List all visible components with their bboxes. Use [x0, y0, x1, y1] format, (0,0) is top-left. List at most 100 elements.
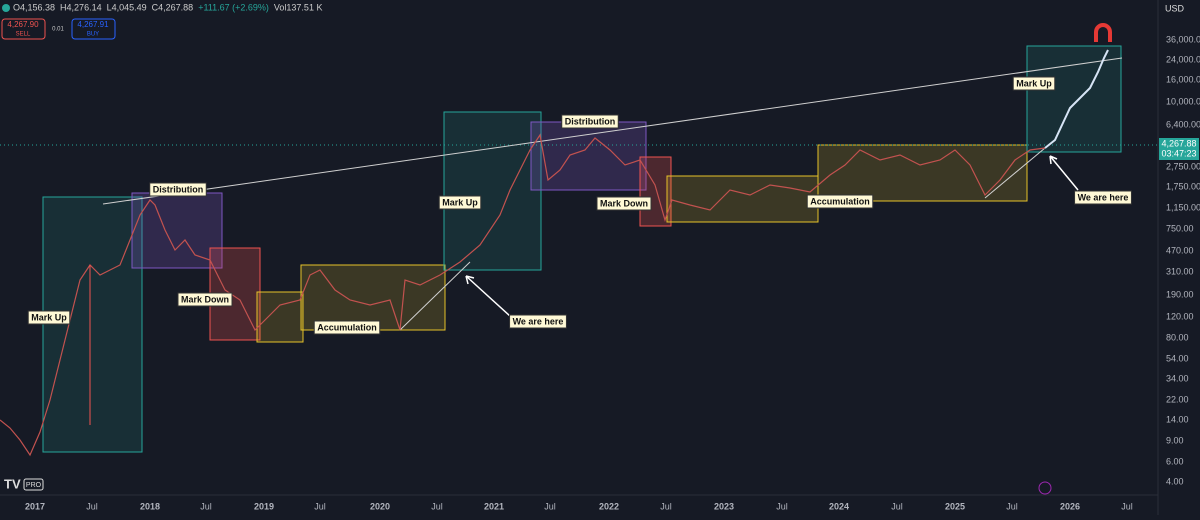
annotation-box [27, 310, 71, 325]
time-label: Jul [431, 501, 443, 511]
buy-price[interactable]: 4,267.91 [77, 20, 109, 29]
phase-box [131, 192, 223, 269]
annotation-box [313, 320, 381, 335]
phase-box [1026, 45, 1122, 153]
time-label: Jul [200, 501, 212, 511]
ohlc-close: C4,267.88 [152, 2, 194, 12]
magnet-icon [1094, 23, 1112, 42]
annotation: Distribution [149, 182, 207, 197]
price-label: 4.00 [1166, 476, 1184, 486]
time-label: 2017 [25, 501, 45, 511]
annotation-label: Mark Up [31, 312, 67, 322]
annotation-label: Mark Up [1016, 78, 1052, 88]
buy-button[interactable] [71, 18, 116, 40]
phase-box [666, 175, 819, 223]
annotation: Mark Up [438, 195, 482, 210]
sell-label[interactable]: SELL [16, 32, 31, 38]
currency: USD [1165, 3, 1185, 13]
price-label: 310.00 [1166, 266, 1194, 276]
phase-box [817, 144, 1028, 202]
time-label: Jul [544, 501, 556, 511]
price-label: 470.00 [1166, 245, 1194, 255]
header: 4,267.90 SELL 0.01 4,267.91 BUY O4,156.3… [1, 2, 323, 40]
price-label: 6,400.00 [1166, 119, 1200, 129]
spread: 0.01 [52, 27, 64, 33]
time-label: 2022 [599, 501, 619, 511]
price-label: 190.00 [1166, 289, 1194, 299]
time-label: Jul [1121, 501, 1133, 511]
status-dot [2, 4, 10, 12]
price-label: 36,000.00 [1166, 34, 1200, 44]
annotation-label: Distribution [565, 116, 616, 126]
annotation-label: Accumulation [810, 196, 870, 206]
price-label: 750.00 [1166, 223, 1194, 233]
time-label: 2021 [484, 501, 504, 511]
price-label: 120.00 [1166, 311, 1194, 321]
arrow [1049, 155, 1079, 191]
price-label: 54.00 [1166, 353, 1189, 363]
price-label: 14.00 [1166, 414, 1189, 424]
price-label: 24,000.00 [1166, 54, 1200, 64]
annotation-label: We are here [1078, 192, 1129, 202]
annotation-label: Mark Down [600, 198, 648, 208]
sell-button[interactable] [1, 18, 46, 40]
time-label: 2020 [370, 501, 390, 511]
ohlc-high: H4,276.14 [60, 2, 102, 12]
logo-pro: PRO [26, 482, 42, 489]
annotation: Accumulation [313, 320, 381, 335]
price-label: 80.00 [1166, 332, 1189, 342]
annotation: Distribution [561, 114, 619, 129]
phase-box [300, 264, 446, 331]
phase-box [256, 291, 304, 343]
time-label: 2019 [254, 501, 274, 511]
time-label: 2018 [140, 501, 160, 511]
annotation-label: We are here [513, 316, 564, 326]
annotation-box [1012, 76, 1056, 91]
arrow [465, 275, 511, 317]
support-line [399, 261, 471, 331]
price-label: 1,750.00 [1166, 181, 1200, 191]
price-label: 10,000.00 [1166, 96, 1200, 106]
time-label: 2024 [829, 501, 849, 511]
price-path [0, 133, 1046, 457]
price-label: 16,000.00 [1166, 74, 1200, 84]
sell-price[interactable]: 4,267.90 [7, 20, 39, 29]
annotation-box [177, 292, 233, 307]
annotation-label: Distribution [153, 184, 204, 194]
projection-path [1044, 49, 1109, 149]
annotation-box [806, 194, 874, 209]
time-label: Jul [776, 501, 788, 511]
ohlc-low: L4,045.49 [107, 2, 147, 12]
annotation-label: Accumulation [317, 322, 377, 332]
price-label: 22.00 [1166, 394, 1189, 404]
countdown: 03:47:23 [1161, 148, 1196, 158]
ohlc-open: O4,156.38 [13, 2, 55, 12]
price-label: 1,150.00 [1166, 202, 1200, 212]
annotation-box [1074, 190, 1132, 205]
time-label: 2023 [714, 501, 734, 511]
buy-label[interactable]: BUY [87, 32, 99, 38]
time-label: 2025 [945, 501, 965, 511]
annotation: We are here [1074, 190, 1132, 205]
annotation-box [149, 182, 207, 197]
annotation-box [561, 114, 619, 129]
event-icon [1038, 481, 1052, 495]
trend-line [102, 57, 1123, 205]
current-price-tag [1159, 138, 1199, 160]
annotation-box [438, 195, 482, 210]
annotation: Mark Up [1012, 76, 1056, 91]
support-line [984, 147, 1046, 199]
current-price: 4,267.88 [1161, 138, 1196, 148]
arrows [465, 155, 1079, 317]
annotation: Accumulation [806, 194, 874, 209]
price-label: 2,750.00 [1166, 161, 1200, 171]
price-label: 9.00 [1166, 435, 1184, 445]
annotation: Mark Up [27, 310, 71, 325]
time-label: Jul [1006, 501, 1018, 511]
ohlc-volume: Vol137.51 K [274, 2, 323, 12]
time-label: Jul [660, 501, 672, 511]
annotation: Mark Down [596, 196, 652, 211]
